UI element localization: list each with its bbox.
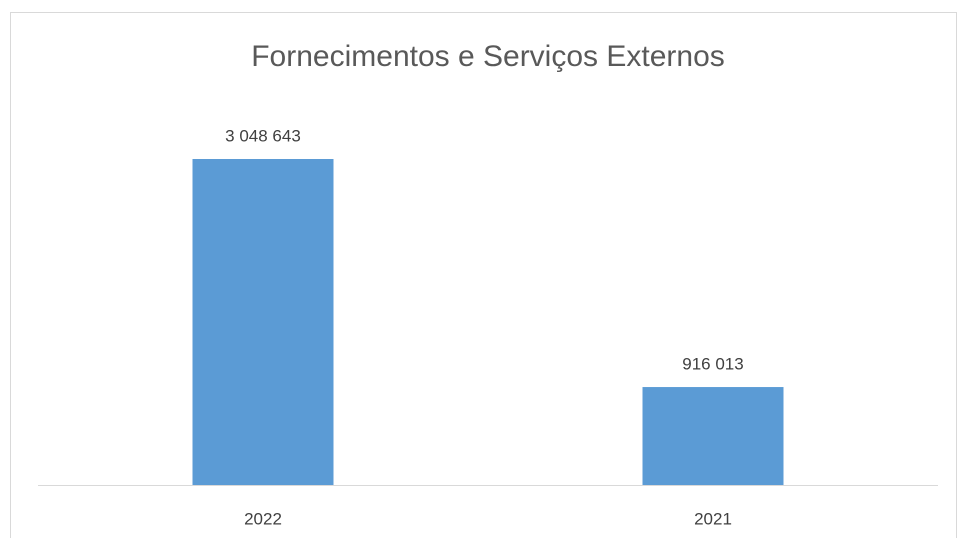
data-label: 916 013 [682,355,743,374]
x-tick-label: 2021 [694,509,732,528]
bar [192,159,334,485]
chart-title: Fornecimentos e Serviços Externos [251,40,725,73]
x-tick-label: 2022 [244,509,282,528]
chart-border [10,12,957,538]
data-label: 3 048 643 [225,126,301,145]
bar [642,387,784,485]
